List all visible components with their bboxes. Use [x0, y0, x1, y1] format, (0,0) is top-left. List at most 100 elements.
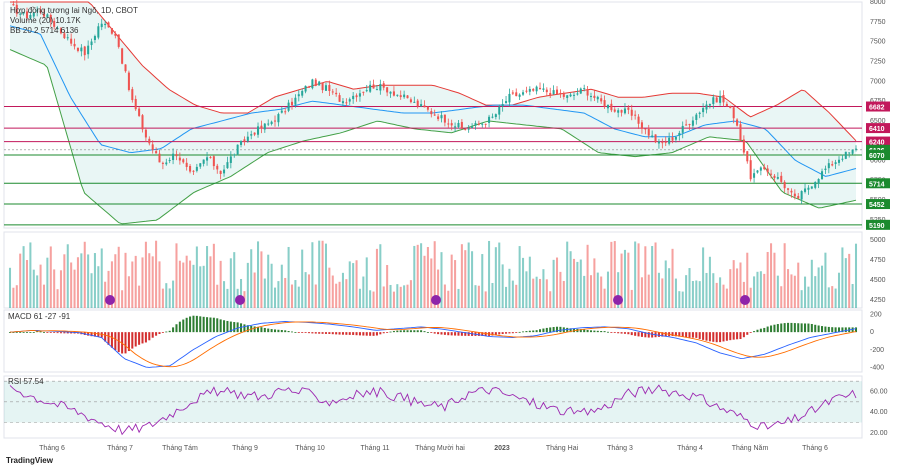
- level-tag: [866, 178, 890, 189]
- macd-histogram-bar: [708, 332, 711, 342]
- macd-histogram-bar: [321, 332, 324, 334]
- candle-body: [545, 89, 548, 93]
- candle-body: [488, 116, 491, 123]
- candle-body: [104, 23, 107, 26]
- level-label: 5714: [869, 181, 885, 188]
- macd-histogram-bar: [423, 331, 426, 333]
- candle-body: [324, 85, 327, 91]
- candle-body: [338, 95, 341, 102]
- candle-body: [562, 93, 565, 97]
- candle-body: [124, 64, 127, 72]
- macd-histogram-bar: [199, 316, 202, 333]
- candle-body: [216, 165, 219, 170]
- volume-bar: [505, 286, 508, 308]
- macd-histogram-bar: [691, 332, 694, 338]
- macd-histogram-bar: [759, 328, 762, 333]
- candle-body: [25, 11, 29, 19]
- macd-histogram-bar: [335, 332, 338, 335]
- volume-bar: [569, 251, 572, 308]
- macd-histogram-bar: [426, 332, 429, 333]
- candle-body: [678, 132, 681, 136]
- x-axis-label: Tháng 4: [677, 445, 703, 452]
- macd-histogram-bar: [515, 332, 518, 333]
- volume-bar: [63, 254, 66, 308]
- candle-body: [189, 165, 192, 172]
- candle-body: [831, 164, 834, 166]
- x-axis-label: Tháng Hai: [546, 445, 579, 452]
- macd-histogram-bar: [681, 332, 684, 337]
- candle-body: [206, 157, 209, 161]
- candle-body: [267, 123, 270, 125]
- x-axis-label: Tháng 10: [295, 445, 325, 452]
- macd-histogram-bar: [345, 332, 348, 335]
- volume-bar: [773, 252, 776, 308]
- macd-histogram-bar: [70, 332, 73, 334]
- volume-bar: [756, 271, 759, 308]
- volume-bar: [12, 287, 15, 308]
- candle-body: [148, 138, 151, 144]
- volume-bar: [372, 291, 375, 308]
- macd-histogram-bar: [399, 330, 402, 333]
- volume-bar: [844, 258, 847, 308]
- macd-histogram-bar: [175, 324, 178, 333]
- volume-bar: [783, 243, 786, 308]
- candle-body: [246, 136, 249, 142]
- candle-body: [518, 94, 521, 97]
- macd-histogram-bar: [484, 332, 487, 336]
- macd-histogram-bar: [324, 332, 327, 334]
- candle-body: [827, 163, 830, 169]
- macd-histogram-bar: [433, 332, 436, 334]
- volume-bar: [637, 243, 640, 308]
- macd-histogram-bar: [12, 332, 15, 333]
- candle-body: [634, 114, 637, 116]
- candle-body: [719, 95, 722, 103]
- macd-histogram-bar: [634, 332, 637, 336]
- volume-bar: [464, 250, 467, 308]
- volume-bar: [688, 268, 691, 308]
- candle-body: [229, 156, 232, 163]
- bb-legend: BB 20 2 5714 6136: [10, 26, 79, 35]
- event-marker-icon: [105, 295, 115, 305]
- candle-body: [447, 123, 450, 125]
- macd-histogram-bar: [508, 332, 511, 334]
- candle-body: [674, 137, 677, 140]
- volume-bar: [107, 270, 110, 308]
- candle-body: [617, 110, 620, 113]
- candle-body: [787, 188, 790, 190]
- volume-bar: [501, 264, 504, 308]
- candle-body: [661, 142, 664, 144]
- macd-histogram-bar: [569, 328, 572, 333]
- macd-histogram-bar: [522, 331, 525, 333]
- volume-bar: [209, 256, 212, 308]
- volume-bar: [127, 276, 130, 308]
- macd-histogram-bar: [46, 332, 49, 333]
- price-tick-label: 7000: [870, 78, 886, 85]
- candle-body: [280, 110, 283, 113]
- candle-body: [508, 93, 511, 103]
- event-marker-icon: [613, 295, 623, 305]
- macd-histogram-bar: [630, 332, 633, 336]
- candle-body: [443, 114, 446, 123]
- volume-bar: [73, 269, 76, 308]
- macd-histogram-bar: [722, 332, 725, 342]
- price-tick-label: 8000: [870, 0, 886, 6]
- volume-bar: [80, 253, 83, 308]
- candle-body: [117, 34, 120, 47]
- candle-body: [192, 170, 195, 172]
- candle-body: [776, 177, 779, 179]
- candle-body: [671, 137, 674, 141]
- macd-histogram-bar: [155, 332, 158, 336]
- candle-body: [705, 104, 708, 110]
- candle-body: [80, 47, 83, 52]
- volume-bar: [763, 273, 766, 308]
- volume-bar: [824, 252, 827, 308]
- macd-histogram-bar: [678, 332, 681, 337]
- volume-bar: [141, 257, 144, 308]
- candle-body: [484, 123, 487, 125]
- macd-histogram-bar: [19, 332, 22, 333]
- candle-body: [712, 97, 715, 105]
- candle-body: [630, 109, 633, 116]
- volume-bar: [651, 246, 654, 308]
- volume-bar: [848, 253, 851, 308]
- volume-bar: [807, 286, 810, 308]
